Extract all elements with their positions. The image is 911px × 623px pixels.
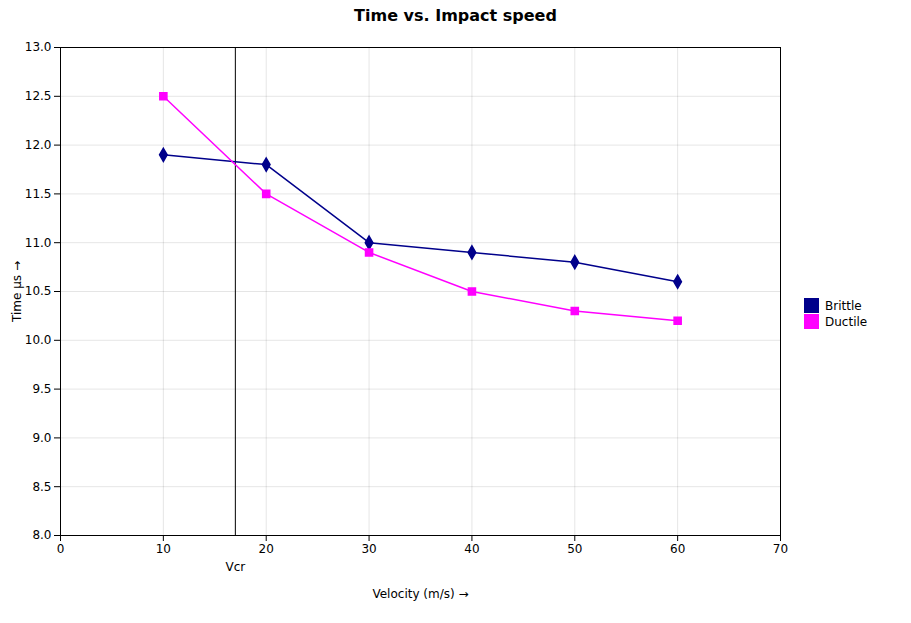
svg-text:13.0: 13.0 <box>25 40 52 54</box>
svg-text:Velocity (m/s) →: Velocity (m/s) → <box>372 587 468 601</box>
svg-text:8.5: 8.5 <box>32 480 51 494</box>
svg-text:20: 20 <box>259 542 274 556</box>
html-text:Time vs. Impact speed: Time vs. Impact speed <box>354 6 557 25</box>
svg-text:70: 70 <box>773 542 788 556</box>
svg-text:0: 0 <box>57 542 65 556</box>
html-text:Brittle: Brittle <box>825 298 862 313</box>
svg-text:11.5: 11.5 <box>25 187 52 201</box>
svg-text:30: 30 <box>361 542 376 556</box>
svg-text:10.0: 10.0 <box>25 333 52 347</box>
svg-text:Vcr: Vcr <box>225 560 245 574</box>
svg-text:10.5: 10.5 <box>25 284 52 298</box>
svg-text:9.5: 9.5 <box>32 382 51 396</box>
svg-text:12.0: 12.0 <box>25 138 52 152</box>
svg-text:10: 10 <box>156 542 171 556</box>
svg-text:8.0: 8.0 <box>32 528 51 542</box>
svg-text:60: 60 <box>670 542 685 556</box>
svg-text:40: 40 <box>464 542 479 556</box>
svg-text:9.0: 9.0 <box>32 431 51 445</box>
svg-text:50: 50 <box>567 542 582 556</box>
svg-text:11.0: 11.0 <box>25 236 52 250</box>
html-text:Ductile: Ductile <box>825 314 868 329</box>
svg-text:12.5: 12.5 <box>25 89 52 103</box>
svg-text:Time μs →: Time μs → <box>10 261 24 323</box>
